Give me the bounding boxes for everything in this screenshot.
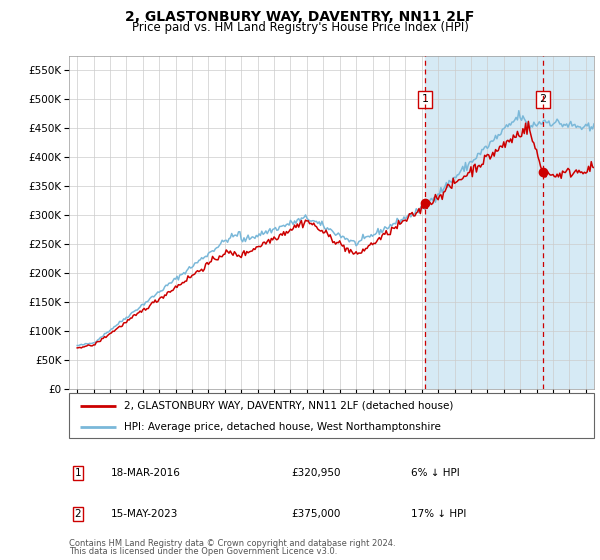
Text: 1: 1 <box>422 95 428 105</box>
Text: £320,950: £320,950 <box>291 468 341 478</box>
Text: Price paid vs. HM Land Registry's House Price Index (HPI): Price paid vs. HM Land Registry's House … <box>131 21 469 34</box>
Text: This data is licensed under the Open Government Licence v3.0.: This data is licensed under the Open Gov… <box>69 547 337 556</box>
Text: HPI: Average price, detached house, West Northamptonshire: HPI: Average price, detached house, West… <box>124 422 441 432</box>
Text: 2, GLASTONBURY WAY, DAVENTRY, NN11 2LF: 2, GLASTONBURY WAY, DAVENTRY, NN11 2LF <box>125 10 475 24</box>
Bar <box>425 56 594 389</box>
Text: Contains HM Land Registry data © Crown copyright and database right 2024.: Contains HM Land Registry data © Crown c… <box>69 539 395 548</box>
Text: 2, GLASTONBURY WAY, DAVENTRY, NN11 2LF (detached house): 2, GLASTONBURY WAY, DAVENTRY, NN11 2LF (… <box>124 400 454 410</box>
Text: £375,000: £375,000 <box>291 509 340 519</box>
Text: 18-MAR-2016: 18-MAR-2016 <box>111 468 181 478</box>
Text: 17% ↓ HPI: 17% ↓ HPI <box>411 509 466 519</box>
Bar <box>542 56 594 389</box>
Text: 1: 1 <box>74 468 82 478</box>
Text: 2: 2 <box>74 509 82 519</box>
Text: 6% ↓ HPI: 6% ↓ HPI <box>411 468 460 478</box>
FancyBboxPatch shape <box>69 393 594 438</box>
Text: 15-MAY-2023: 15-MAY-2023 <box>111 509 178 519</box>
Text: 2: 2 <box>539 95 546 105</box>
